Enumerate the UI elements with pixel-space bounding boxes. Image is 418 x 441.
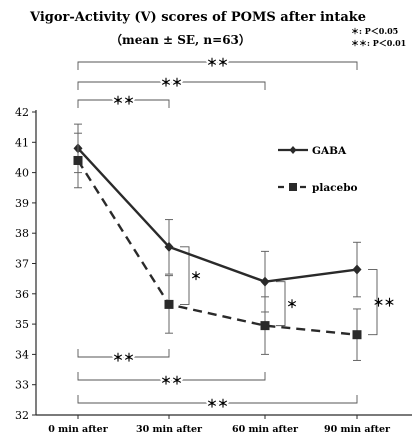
sig-note-p005: ＊: P＜0.05 (351, 26, 398, 36)
chart-title: Vigor-Activity (V) scores of POMS after … (29, 10, 366, 25)
legend-GABA-label: GABA (312, 145, 347, 157)
axes: 32 33 34 35 36 37 38 39 40 41 42 0 min after 30 min … (15, 106, 412, 435)
y-tick-label: 42 (15, 106, 29, 119)
GABA-point (164, 241, 174, 252)
y-tick-label: 36 (15, 288, 29, 301)
y-tick-label: 35 (15, 318, 29, 331)
bottom-bracket-2-label: ＊＊ (207, 397, 229, 410)
GABA-point (260, 276, 270, 287)
bottom-bracket-1-line (77, 372, 266, 381)
x-tick-label: 60 min after (232, 424, 299, 435)
top-bracket-1-label: ＊＊ (161, 76, 183, 89)
y-tick-label: 32 (15, 409, 29, 422)
x-tick-label: 90 min after (324, 424, 391, 435)
legend-placebo-swatch-marker (289, 183, 297, 191)
x-tick-label: 0 min after (48, 424, 108, 435)
y-tick-label: 39 (15, 197, 29, 210)
y-tick-label: 41 (15, 136, 29, 149)
y-tick-label: 38 (15, 227, 29, 240)
bottom-bracket-0-label: ＊＊ (113, 351, 135, 364)
group-bracket-2-label: ＊＊ (373, 296, 395, 309)
y-tick-label: 40 (15, 167, 29, 180)
placebo-point (73, 155, 83, 165)
group-bracket-0-line (180, 246, 190, 305)
legend: GABA placebo (278, 145, 358, 194)
top-bracket-0-label: ＊＊ (113, 94, 135, 107)
group-bracket-1-label: ＊ (287, 298, 298, 311)
bottom-bracket-2-line (77, 395, 358, 404)
series-layer (73, 123, 362, 361)
y-tick-label: 33 (15, 379, 29, 392)
top-bracket-2-line (77, 61, 358, 70)
bottom-bracket-0-line (77, 349, 170, 358)
GABA-point (352, 264, 362, 275)
group-bracket-2-line (368, 269, 378, 336)
placebo-point (260, 321, 270, 331)
placebo-point (164, 299, 174, 309)
x-tick-label: 30 min after (136, 424, 203, 435)
group-bracket-1-line (276, 281, 286, 327)
significance-brackets: ＊＊＊＊＊＊＊＊＊＊＊＊＊＊ ＊＊ (77, 54, 395, 412)
placebo-point (352, 330, 362, 340)
top-bracket-1-line (77, 81, 266, 90)
y-tick-label: 34 (15, 348, 29, 361)
group-bracket-0-label: ＊ (191, 270, 202, 283)
GABA-line (77, 147, 358, 283)
legend-GABA-swatch-marker (289, 146, 297, 154)
top-bracket-2-label: ＊＊ (207, 56, 229, 69)
bottom-bracket-1-label: ＊＊ (161, 374, 183, 387)
legend-placebo-label: placebo (312, 182, 358, 194)
chart-subtitle: （mean ± SE, n=63） (110, 32, 251, 47)
top-bracket-0-line (77, 99, 170, 108)
y-tick-label: 37 (15, 258, 29, 271)
sig-note-p001: ＊＊: P＜0.01 (351, 38, 406, 48)
